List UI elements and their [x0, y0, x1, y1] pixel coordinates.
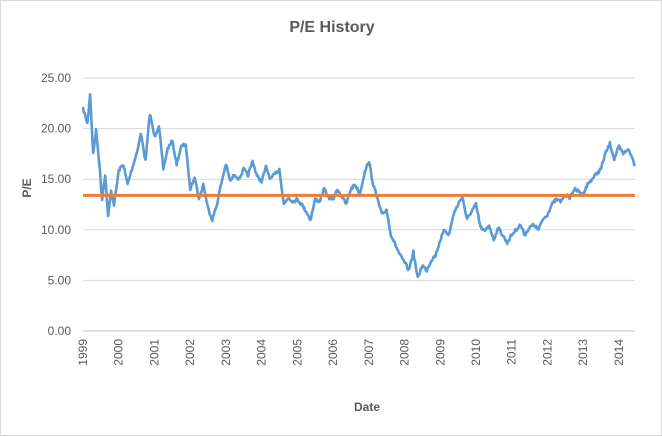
y-tick-label: 15.00 [41, 172, 71, 186]
y-tick-label: 5.00 [48, 273, 72, 287]
x-tick-label: 2004 [255, 339, 269, 366]
x-tick-label: 2005 [290, 339, 304, 366]
x-tick-label: 2000 [112, 339, 126, 366]
x-tick-label: 2003 [219, 339, 233, 366]
gridlines [83, 77, 635, 332]
x-tick-label: 2008 [397, 339, 411, 366]
x-tick-label: 2007 [362, 339, 376, 366]
y-tick-label: 25.00 [41, 71, 71, 85]
x-tick-label: 1999 [76, 339, 90, 366]
x-tick-label: 2012 [540, 339, 554, 366]
chart-title: P/E History [289, 19, 374, 36]
x-tick-label: 2006 [326, 339, 340, 366]
y-tick-label: 0.00 [48, 324, 72, 338]
x-tick-label: 2002 [183, 339, 197, 366]
y-axis-label: P/E [20, 178, 34, 197]
x-tick-label: 2011 [505, 339, 519, 365]
pe-history-line [81, 93, 637, 279]
x-tick-label: 2013 [576, 339, 590, 366]
x-tick-label: 2010 [469, 339, 483, 366]
x-tick-label: 2014 [612, 339, 626, 366]
series-lines [81, 93, 637, 279]
y-tick-label: 20.00 [41, 122, 71, 136]
x-tick-label: 2009 [433, 339, 447, 366]
x-axis-label: Date [354, 400, 380, 414]
y-tick-label: 10.00 [41, 223, 71, 237]
x-tick-label: 2001 [147, 339, 161, 366]
y-tick-labels: 0.00 5.00 10.00 15.00 20.00 25.00 [41, 71, 71, 338]
x-tick-labels: 1999 2000 2001 2002 2003 2004 2005 2006 2007 2008… [76, 339, 626, 366]
